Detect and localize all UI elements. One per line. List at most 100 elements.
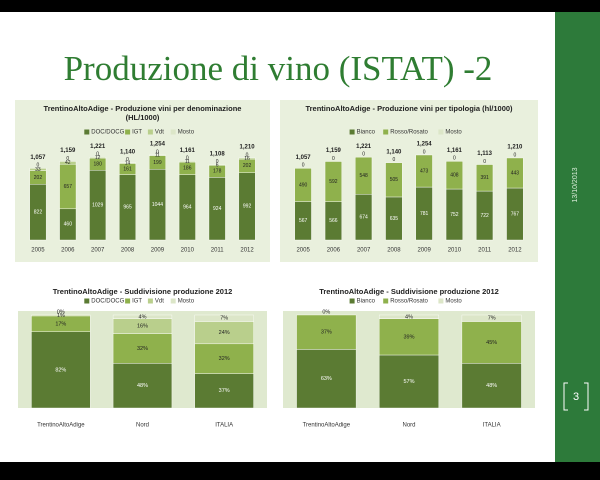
page-number: 3 (573, 391, 579, 403)
total-label: 1,113 (477, 151, 492, 157)
legend-swatch (170, 298, 176, 304)
value-label: 0% (322, 309, 330, 315)
x-tick-label: 2007 (91, 248, 105, 254)
value-label: 722 (480, 213, 489, 219)
value-label: 48% (137, 383, 148, 389)
legend-label: IGT (132, 299, 142, 305)
value-label: 37% (219, 388, 230, 394)
legend-label: Mosto (445, 299, 462, 305)
value-label: 0 (453, 156, 456, 162)
x-tick-label: 2010 (181, 248, 195, 254)
total-label: 1,159 (326, 148, 342, 154)
bar-segment (31, 314, 91, 317)
value-label: 7% (220, 316, 228, 322)
value-label: 202 (243, 163, 252, 169)
value-label: 178 (213, 169, 222, 175)
bar-segment (379, 354, 439, 409)
value-label: 924 (213, 206, 222, 212)
bar-segment (194, 373, 254, 409)
value-label: 11 (155, 153, 160, 159)
value-label: 186 (183, 166, 192, 172)
value-label: 992 (243, 204, 252, 210)
x-tick-label: 2009 (417, 248, 431, 254)
x-tick-label: 2011 (478, 248, 492, 254)
slide-title: Produzione di vino (ISTAT) -2 (64, 49, 493, 88)
bar-segment (379, 314, 439, 319)
x-tick-label: 2007 (357, 248, 371, 254)
legend-swatch (84, 129, 90, 135)
value-label: 548 (359, 173, 368, 179)
value-label: 0 (96, 152, 99, 158)
value-label: 82% (55, 367, 66, 373)
chart-title: TrentinoAltoAdige - Produzione vini per … (305, 104, 513, 113)
value-label: 63% (321, 376, 332, 382)
legend-label: Mosto (445, 130, 462, 136)
legend-label: Vdt (155, 299, 164, 305)
legend-swatch (147, 298, 153, 304)
total-label: 1,057 (30, 155, 46, 161)
bar-segment (296, 349, 357, 409)
legend-swatch (125, 129, 131, 135)
value-label: 781 (420, 211, 429, 217)
chart-background (280, 100, 538, 262)
bar-segment (238, 157, 256, 160)
bar-segment (379, 318, 439, 356)
value-label: 0 (126, 157, 129, 163)
x-tick-label: 2009 (151, 248, 165, 254)
value-label: 0 (186, 156, 189, 162)
x-tick-label: 2012 (508, 248, 522, 254)
bar-segment (194, 314, 254, 322)
legend-swatch (349, 129, 355, 135)
bar-segment (31, 331, 91, 409)
legend-label: Mosto (178, 130, 195, 136)
total-label: 1,161 (180, 148, 196, 154)
value-label: 4% (139, 314, 147, 320)
value-label: 752 (450, 212, 459, 218)
legend-label: DOC/DOCG (91, 299, 124, 305)
value-label: 567 (299, 218, 308, 224)
legend-swatch (438, 298, 444, 304)
total-label: 1,221 (90, 144, 106, 150)
value-label: 7% (488, 316, 496, 322)
value-label: 39% (403, 334, 414, 340)
bar-segment (29, 168, 47, 171)
value-label: 1044 (152, 202, 163, 208)
chart-title: TrentinoAltoAdige - Produzione vini per … (43, 104, 242, 122)
total-label: 1,254 (417, 142, 433, 148)
value-label: 161 (123, 166, 132, 172)
value-label: 505 (390, 177, 399, 183)
value-label: 657 (64, 184, 73, 190)
x-tick-label: ITALIA (483, 423, 501, 429)
side-band (555, 12, 600, 462)
x-tick-label: 2008 (121, 248, 135, 254)
value-label: 566 (329, 218, 338, 224)
legend-swatch (147, 129, 153, 135)
bar-segment (506, 157, 524, 189)
bar-segment (112, 314, 173, 319)
value-label: 42 (65, 160, 71, 166)
value-label: 0 (246, 152, 249, 158)
x-tick-label: 2011 (211, 248, 225, 254)
value-label: 0 (332, 156, 335, 162)
value-label: 17% (55, 321, 66, 327)
value-label: 822 (34, 209, 43, 215)
legend-swatch (383, 298, 389, 304)
value-label: 0 (513, 152, 516, 158)
value-label: 14 (125, 161, 131, 167)
bar-segment (461, 321, 522, 364)
bar-segment (461, 314, 522, 322)
chart-background (15, 100, 270, 262)
bar-segment (89, 157, 107, 159)
x-tick-label: 2008 (387, 248, 401, 254)
x-tick-label: Nord (136, 423, 149, 429)
value-label: 180 (94, 161, 103, 167)
total-label: 1,254 (150, 142, 166, 148)
legend-swatch (383, 129, 389, 135)
bar-segment (149, 154, 166, 156)
bar-segment (461, 363, 522, 409)
value-label: 408 (450, 173, 459, 179)
x-tick-label: 2010 (448, 248, 462, 254)
value-label: 4% (405, 314, 413, 320)
bar-segment (355, 156, 373, 195)
